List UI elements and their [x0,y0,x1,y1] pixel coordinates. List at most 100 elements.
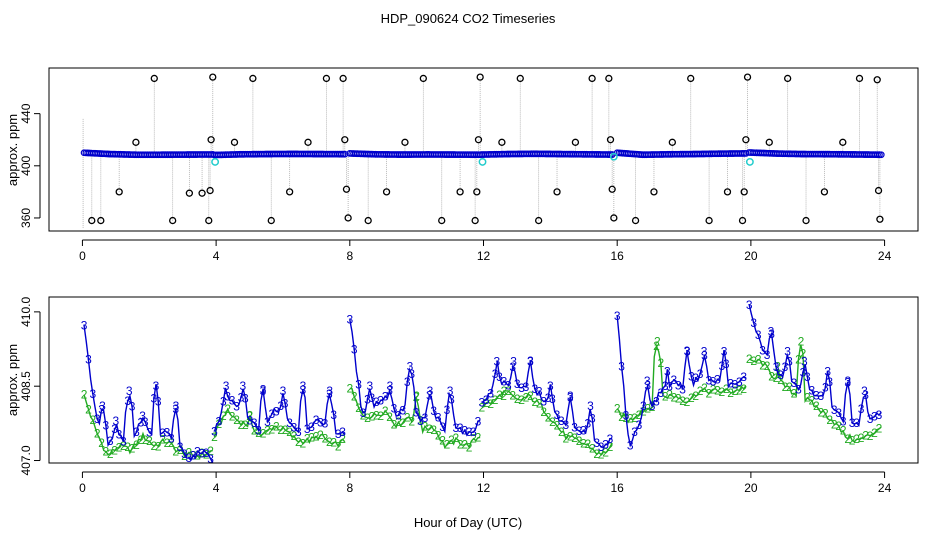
series-3-marker: 3 [435,410,442,424]
series-2-marker: 2 [602,446,609,460]
series-2-marker: 2 [487,397,494,411]
series-3-marker: 3 [330,408,337,422]
series-3-marker: 3 [496,370,503,384]
series-3-marker: 3 [580,424,587,438]
series-3-marker: 3 [81,319,88,333]
series-3-marker: 3 [607,432,614,446]
series-3-marker: 3 [562,418,569,432]
series-2-peak-marker: 2 [774,359,781,373]
series-3-marker: 3 [264,415,271,429]
series-3-line [616,315,747,448]
series-2-marker: 2 [835,419,842,433]
series-3-peak-marker: 3 [173,399,180,413]
outlier-point [588,74,596,83]
series-2-marker: 2 [618,410,625,424]
series-3-marker: 3 [589,412,596,426]
series-2-marker: 2 [853,432,860,446]
series-3-marker: 3 [242,391,249,405]
series-2-marker: 2 [831,418,838,432]
series-3-marker: 3 [671,373,678,387]
series-3-marker: 3 [351,342,358,356]
series-2-marker: 2 [89,413,96,427]
series-3-marker: 3 [291,421,298,435]
outlier-point [401,138,409,146]
series-2-marker: 2 [475,431,482,445]
outlier-point [342,185,351,193]
series-2-marker: 2 [282,423,289,437]
outlier-point [610,214,618,222]
series-2-marker: 2 [322,431,329,445]
series-3-peak-marker: 3 [113,414,120,428]
series-3-marker: 3 [146,426,153,440]
series-3-marker: 3 [558,414,565,428]
series-3-marker: 3 [466,425,473,439]
series-2-marker: 2 [710,382,717,396]
top-x-tick-label: 8 [346,249,353,263]
outlier-point [206,186,214,195]
series-3-marker: 3 [809,384,816,398]
series-2-marker: 2 [422,419,429,433]
top-x-tick-label: 4 [213,249,220,263]
series-2-marker: 2 [679,394,686,408]
series-3-marker: 3 [422,411,429,425]
series-2-marker: 2 [688,391,695,405]
series-3-line [213,387,346,436]
outlier-point [150,74,158,83]
series-2-marker: 2 [782,380,789,394]
series-2-marker: 2 [777,373,784,387]
series-2-marker: 2 [172,444,179,458]
series-3-marker: 3 [326,387,333,401]
series-2-marker: 2 [795,352,802,366]
series-2-marker: 2 [804,391,811,405]
series-3-marker: 3 [478,396,485,410]
series-3-marker: 3 [723,357,730,371]
outlier-point [738,216,747,225]
series-2-marker: 2 [295,435,302,449]
series-2-marker: 2 [129,441,136,455]
series-2-marker: 2 [277,423,284,437]
outlier-point [606,136,615,144]
series-2-marker: 2 [567,429,574,443]
top-y-tick-label: 400 [19,155,33,175]
series-2-marker: 2 [211,430,218,444]
series-3-marker: 3 [657,386,664,400]
series-3-marker: 3 [840,415,847,429]
series-2-peak-marker: 2 [798,335,805,349]
series-2-marker: 2 [435,429,442,443]
outlier-point [185,189,194,197]
series-3-peak-marker: 3 [367,379,374,393]
series-2-marker: 2 [168,436,175,450]
series-2-marker: 2 [562,431,569,445]
series-2-marker: 2 [269,423,276,437]
series-2-marker: 2 [585,437,592,451]
outlier-point [473,188,481,196]
series-3-marker: 3 [308,420,315,434]
series-3-marker: 3 [710,374,717,388]
series-3-marker: 3 [719,359,726,373]
series-3-marker: 3 [867,412,874,426]
top-y-axis: 360 400 440 [19,103,41,228]
series-2-marker: 2 [317,428,324,442]
series-2-marker: 2 [151,439,158,453]
series-3-marker: 3 [360,406,367,420]
series-2-marker: 2 [727,386,734,400]
series-2-marker: 2 [809,393,816,407]
series-3-marker: 3 [273,404,280,418]
series-3-marker: 3 [199,446,206,460]
series-3-marker: 3 [453,421,460,435]
series-2-marker: 2 [238,418,245,432]
outlier-point [304,138,312,146]
outlier-point [631,216,640,225]
series-2-line [481,390,613,456]
series-2-peak-marker: 2 [500,389,507,403]
series-3-marker: 3 [746,298,753,312]
series-3-line [349,319,481,437]
series-2-marker: 2 [159,432,166,446]
series-3-marker: 3 [492,367,499,381]
series-2-marker: 2 [580,437,587,451]
series-3-marker: 3 [675,378,682,392]
series-3-peak-marker: 3 [300,379,307,393]
bottom-plot-frame [48,296,919,464]
series-3-marker: 3 [800,365,807,379]
series-2-marker: 2 [844,432,851,446]
